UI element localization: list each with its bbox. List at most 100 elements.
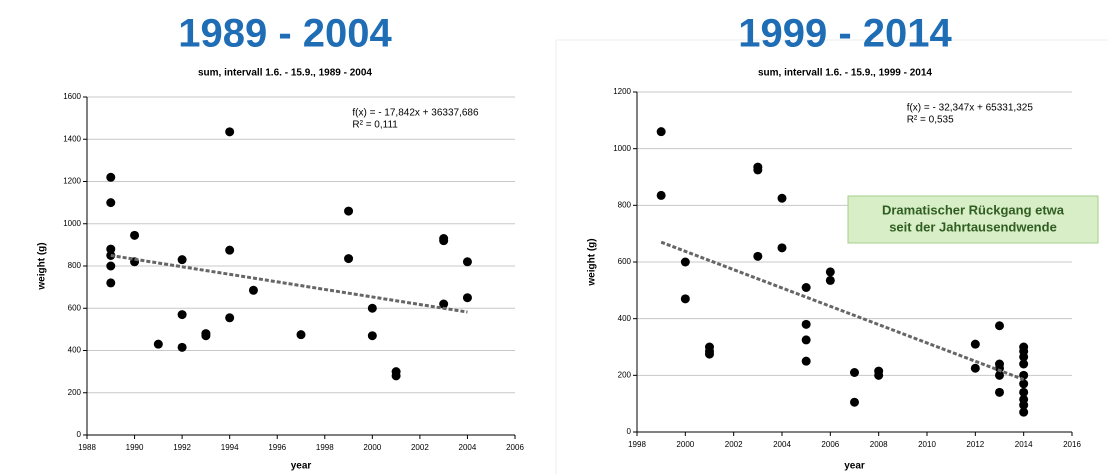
point <box>391 371 401 381</box>
point <box>680 257 690 267</box>
point <box>106 172 116 182</box>
x-axis-label: year <box>291 461 312 472</box>
point <box>801 283 811 292</box>
point <box>753 251 763 261</box>
point <box>753 165 763 175</box>
point <box>970 339 980 349</box>
point <box>656 190 666 200</box>
point <box>344 254 354 264</box>
x-tick-label: 2006 <box>821 440 839 449</box>
point <box>850 368 859 377</box>
point <box>462 257 472 267</box>
annotation: seit der Jahrtausendwende <box>889 219 1057 234</box>
y-tick-label: 1000 <box>613 144 631 153</box>
x-tick-label: 2000 <box>676 440 694 449</box>
point <box>153 339 163 349</box>
point <box>106 244 116 254</box>
x-tick-label: 2010 <box>918 440 936 449</box>
y-axis-label: weight (g) <box>587 238 598 286</box>
y-tick-label: 1200 <box>63 177 81 186</box>
y-tick-label: 400 <box>618 314 632 323</box>
y-axis-label: weight (g) <box>37 242 48 290</box>
x-tick-label: 1996 <box>268 443 286 452</box>
y-tick-label: 600 <box>68 303 82 312</box>
point <box>995 321 1004 331</box>
equation: R² = 0,111 <box>352 120 398 131</box>
x-tick-label: 2016 <box>1063 440 1081 449</box>
point <box>177 310 187 320</box>
x-tick-label: 2004 <box>459 443 477 452</box>
x-tick-label: 1992 <box>173 443 191 452</box>
point <box>825 275 835 285</box>
y-tick-label: 400 <box>68 346 82 355</box>
point <box>995 387 1004 397</box>
x-tick-label: 2000 <box>363 443 381 452</box>
point <box>801 356 811 366</box>
point <box>777 193 787 203</box>
y-tick-label: 1400 <box>63 134 81 143</box>
point <box>439 299 449 309</box>
x-tick-label: 2002 <box>411 443 429 452</box>
point <box>462 293 472 303</box>
point <box>1019 400 1029 410</box>
equation: f(x) = - 17,842x + 36337,686 <box>352 108 479 119</box>
x-tick-label: 1990 <box>126 443 144 452</box>
point <box>225 245 235 255</box>
point <box>1019 359 1029 369</box>
point <box>106 198 116 208</box>
point <box>248 285 258 295</box>
point <box>367 331 377 341</box>
point <box>439 236 449 246</box>
chart-title: 1999 - 2014 <box>738 12 952 56</box>
point <box>777 243 787 253</box>
point <box>656 127 666 137</box>
x-tick-label: 2002 <box>725 440 743 449</box>
point <box>801 319 811 329</box>
point <box>680 294 690 304</box>
y-tick-label: 1000 <box>63 219 81 228</box>
point <box>1019 379 1029 389</box>
x-tick-label: 2004 <box>773 440 791 449</box>
point <box>296 330 306 340</box>
x-tick-label: 2012 <box>966 440 984 449</box>
y-tick-label: 200 <box>618 370 632 379</box>
x-tick-label: 2014 <box>1015 440 1033 449</box>
x-tick-label: 1998 <box>628 440 646 449</box>
chart-title: 1989 - 2004 <box>178 12 392 56</box>
annotation: Dramatischer Rückgang etwa <box>882 202 1065 217</box>
point <box>177 255 187 265</box>
point <box>801 335 811 345</box>
y-tick-label: 1200 <box>613 87 631 96</box>
point <box>874 370 884 380</box>
equation: f(x) = - 32,347x + 65331,325 <box>907 103 1034 114</box>
point <box>1019 407 1029 417</box>
point <box>705 349 714 359</box>
x-axis-label: year <box>844 461 865 472</box>
point <box>1019 352 1029 362</box>
chart-subtitle: sum, intervall 1.6. - 15.9., 1999 - 2014 <box>758 68 932 79</box>
point <box>344 206 354 216</box>
point <box>825 267 835 277</box>
y-tick-label: 800 <box>68 261 82 270</box>
point <box>225 313 235 323</box>
trendline <box>660 240 1025 381</box>
x-tick-label: 2008 <box>870 440 888 449</box>
point <box>1019 387 1029 397</box>
point <box>225 127 235 137</box>
y-tick-label: 0 <box>77 430 82 439</box>
point <box>106 261 116 271</box>
y-tick-label: 800 <box>618 200 632 209</box>
x-tick-label: 1988 <box>78 443 96 452</box>
point <box>367 303 377 313</box>
point <box>995 370 1004 380</box>
x-tick-label: 1994 <box>221 443 239 452</box>
point <box>106 278 116 288</box>
chart-subtitle: sum, intervall 1.6. - 15.9., 1989 - 2004 <box>198 68 372 79</box>
point <box>970 363 980 373</box>
point <box>130 230 140 240</box>
y-tick-label: 600 <box>618 257 632 266</box>
y-tick-label: 0 <box>627 427 632 436</box>
trendline <box>110 253 468 314</box>
x-tick-label: 1998 <box>316 443 334 452</box>
